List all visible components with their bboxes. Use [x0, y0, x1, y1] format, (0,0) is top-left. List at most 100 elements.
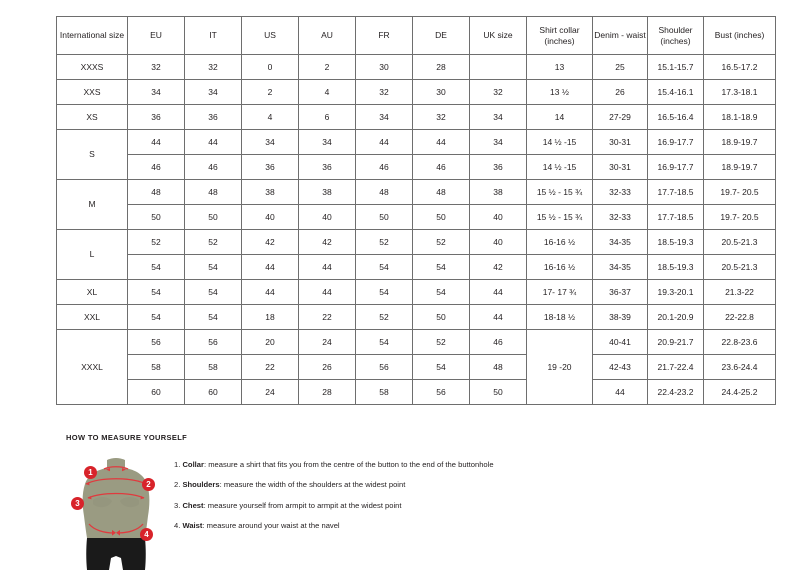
table-row: XXS 34 34 2 4 32 30 32 13 ½ 26 15.4-16.1 17.3-18.1: [56, 79, 776, 105]
cell-de: 46: [412, 154, 470, 180]
cell-us: 18: [241, 304, 299, 330]
cell-shirt-collar: 15 ½ - 15 ¾: [526, 204, 593, 230]
cell-bust: 20.5-21.3: [703, 254, 776, 280]
cell-de: 50: [412, 304, 470, 330]
cell-shoulder: 16.9-17.7: [647, 154, 704, 180]
cell-uk-size: 50: [469, 379, 527, 405]
measure-marker-1: 1: [84, 466, 97, 479]
cell-fr: 50: [355, 204, 413, 230]
cell-it: 60: [184, 379, 242, 405]
instruction-text: : measure yourself from armpit to armpit…: [203, 500, 402, 510]
cell-fr: 52: [355, 229, 413, 255]
instruction-label: Chest: [182, 500, 204, 510]
instruction-number: 4.: [174, 521, 183, 531]
cell-denim-waist: 32-33: [592, 204, 648, 230]
instruction-label: Collar: [182, 460, 204, 469]
cell-au: 28: [298, 379, 356, 405]
column-header-international-size: International size: [56, 16, 128, 55]
cell-denim-waist: 27-29: [592, 104, 648, 130]
cell-au: 22: [298, 304, 356, 330]
cell-de: 32: [412, 104, 470, 130]
cell-bust: 17.3-18.1: [703, 79, 776, 105]
cell-shoulder: 18.5-19.3: [647, 229, 704, 255]
cell-shirt-collar: 16-16 ½: [526, 254, 593, 280]
cell-shoulder: 18.5-19.3: [647, 254, 704, 280]
cell-international-size: XXS: [56, 79, 128, 105]
cell-uk-size: 46: [469, 329, 527, 355]
cell-au: 2: [298, 54, 356, 80]
cell-uk-size: 40: [469, 229, 527, 255]
cell-eu: 44: [127, 129, 185, 155]
column-header-it: IT: [184, 16, 242, 55]
body-measurement-diagram: 1 2 3 4: [66, 448, 166, 572]
column-header-shirt-collar: Shirt collar (inches): [526, 16, 593, 55]
table-row: 58 58 22 26 56 54 48 42-43 21.7-22.4 23.6-24.4: [57, 354, 776, 380]
cell-de: 52: [412, 329, 470, 355]
cell-us: 42: [241, 229, 299, 255]
cell-us: 0: [241, 54, 299, 80]
cell-de: 50: [412, 204, 470, 230]
cell-shirt-collar: 19 -20: [526, 329, 593, 405]
cell-shoulder: 21.7-22.4: [647, 354, 704, 380]
cell-bust: 22.8-23.6: [703, 329, 776, 355]
cell-denim-waist: 42-43: [592, 354, 648, 380]
column-header-denim-waist: Denim - waist: [592, 16, 648, 55]
table-row: 54 54 44 44 54 54 42 16-16 ½ 34-35 18.5-19.3 20.5-…: [57, 254, 776, 280]
cell-shirt-collar: 14 ½ -15: [526, 154, 593, 180]
column-header-au: AU: [298, 16, 356, 55]
cell-it: 36: [184, 104, 242, 130]
column-header-eu: EU: [127, 16, 185, 55]
cell-shirt-collar: 16-16 ½: [526, 229, 593, 255]
cell-us: 34: [241, 129, 299, 155]
cell-eu: 52: [127, 229, 185, 255]
cell-uk-size: 44: [469, 279, 527, 305]
cell-au: 40: [298, 204, 356, 230]
cell-it: 32: [184, 54, 242, 80]
cell-denim-waist: 34-35: [592, 254, 648, 280]
cell-de: 48: [412, 179, 470, 205]
cell-shirt-collar: 14: [526, 104, 593, 130]
measure-instruction-3: 3. Chest: measure yourself from armpit t…: [174, 501, 494, 510]
cell-shirt-collar: 17- 17 ¾: [526, 279, 593, 305]
cell-fr: 54: [355, 254, 413, 280]
cell-uk-size: 40: [469, 204, 527, 230]
cell-denim-waist: 30-31: [592, 154, 648, 180]
cell-international-size: S: [56, 129, 128, 180]
cell-fr: 46: [355, 154, 413, 180]
cell-uk-size: 36: [469, 154, 527, 180]
cell-shirt-collar: 13 ½: [526, 79, 593, 105]
cell-uk-size: 34: [469, 129, 527, 155]
cell-bust: 16.5-17.2: [703, 54, 776, 80]
cell-it: 48: [184, 179, 242, 205]
cell-eu: 36: [127, 104, 185, 130]
measure-marker-4: 4: [140, 528, 153, 541]
cell-bust: 19.7- 20.5: [703, 179, 776, 205]
cell-bust: 21.3-22: [703, 279, 776, 305]
cell-shoulder: 20.9-21.7: [647, 329, 704, 355]
cell-us: 38: [241, 179, 299, 205]
cell-shoulder: 22.4-23.2: [647, 379, 704, 405]
measure-marker-2: 2: [142, 478, 155, 491]
column-header-shoulder: Shoulder (inches): [647, 16, 704, 55]
measure-instruction-2: 2. Shoulders: measure the width of the s…: [174, 480, 494, 489]
cell-denim-waist: 32-33: [592, 179, 648, 205]
cell-au: 34: [298, 129, 356, 155]
cell-de: 30: [412, 79, 470, 105]
cell-international-size: XL: [56, 279, 128, 305]
cell-denim-waist: 36-37: [592, 279, 648, 305]
cell-shoulder: 17.7-18.5: [647, 179, 704, 205]
cell-us: 24: [241, 379, 299, 405]
cell-it: 54: [184, 304, 242, 330]
cell-de: 54: [412, 279, 470, 305]
cell-us: 44: [241, 279, 299, 305]
cell-fr: 58: [355, 379, 413, 405]
cell-it: 56: [184, 329, 242, 355]
cell-fr: 52: [355, 304, 413, 330]
measure-instruction-1: 1. Collar: measure a shirt that fits you…: [174, 460, 494, 469]
cell-eu: 56: [127, 329, 185, 355]
cell-de: 28: [412, 54, 470, 80]
cell-denim-waist: 40-41: [592, 329, 648, 355]
cell-au: 38: [298, 179, 356, 205]
cell-au: 26: [298, 354, 356, 380]
cell-international-size: XS: [56, 104, 128, 130]
